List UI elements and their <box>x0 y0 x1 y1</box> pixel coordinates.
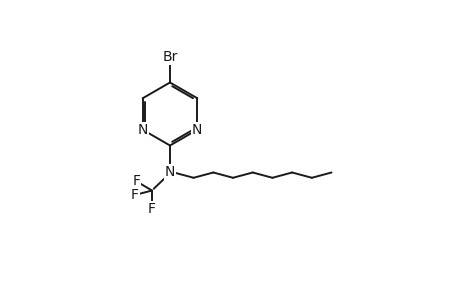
Text: N: N <box>192 123 202 137</box>
Text: N: N <box>164 166 175 179</box>
Text: F: F <box>130 188 138 202</box>
Text: Br: Br <box>162 50 177 64</box>
Text: F: F <box>148 202 156 216</box>
Text: F: F <box>132 174 140 188</box>
Text: N: N <box>137 123 148 137</box>
